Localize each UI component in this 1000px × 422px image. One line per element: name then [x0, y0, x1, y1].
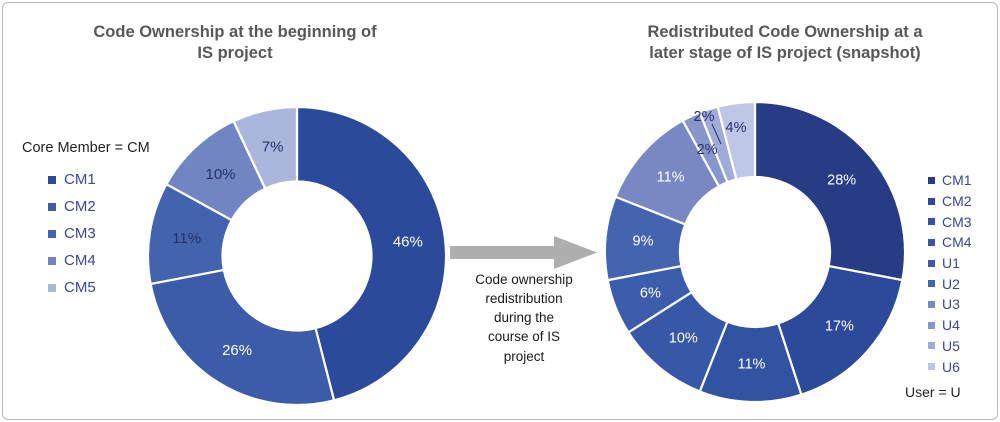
legend-item-u6: U6	[928, 356, 997, 377]
slice-data-label: 10%	[669, 331, 698, 347]
donut-chart-beginning: 46% 26% 11% 10% 7%	[146, 105, 448, 407]
donut-slice-u6	[716, 100, 757, 181]
legend-label: CM3	[942, 213, 972, 230]
legend-item-u4: U4	[928, 315, 997, 336]
right-legend-items: CM1 CM2 CM3 CM4 U1 U2 U3 U4 U5 U6	[905, 170, 997, 377]
legend-marker-icon	[928, 259, 935, 267]
slice-data-label: 4%	[726, 120, 747, 136]
legend-label: U5	[942, 337, 960, 354]
slice-data-label: 11%	[172, 230, 201, 247]
left-chart-title: Code Ownership at the beginning of IS pr…	[93, 23, 377, 63]
legend-marker-icon	[928, 300, 935, 308]
legend-marker-icon	[928, 218, 935, 226]
legend-marker-icon	[928, 176, 935, 184]
connector-caption: Code ownership redistribution during the…	[475, 272, 573, 364]
slice-data-label: 10%	[205, 166, 235, 183]
legend-label: CM2	[942, 193, 972, 210]
legend-label: CM3	[64, 225, 96, 242]
legend-item-cm4: CM4	[928, 232, 997, 253]
slice-data-label: 11%	[657, 170, 685, 186]
legend-item-u2: U2	[928, 273, 997, 294]
slice-data-label: 9%	[633, 233, 654, 249]
label-leader-line	[711, 123, 722, 145]
legend-marker-icon	[48, 229, 56, 238]
legend-marker-icon	[48, 256, 56, 265]
legend-label: U2	[942, 275, 960, 292]
legend-marker-icon	[48, 283, 56, 292]
legend-label: CM2	[64, 198, 96, 215]
slice-data-label: 17%	[825, 318, 854, 334]
right-chart-title: Redistributed Code Ownership at a later …	[647, 23, 923, 63]
left-legend-title: Core Member = CM	[22, 140, 150, 156]
legend-item-cm1: CM1	[928, 170, 997, 191]
slice-data-label: 2%	[697, 142, 718, 158]
legend-marker-icon	[928, 342, 935, 350]
legend-marker-icon	[928, 363, 935, 371]
slice-data-label: 26%	[222, 342, 252, 359]
donut-slice-cm1	[753, 100, 907, 282]
right-arrow-shape	[450, 236, 597, 269]
donut-slice-cm2	[149, 268, 336, 407]
slice-data-label: 7%	[262, 138, 284, 155]
legend-marker-icon	[928, 280, 935, 288]
donut-chart-redistributed: 28% 17% 11% 10% 6% 9% 11% 2% 2% 4%	[603, 100, 907, 404]
donut-slice-cm1	[295, 105, 448, 402]
legend-label: U1	[942, 255, 960, 272]
legend-marker-icon	[928, 321, 935, 329]
slice-data-label: 28%	[827, 172, 856, 188]
legend-item-cm3: CM3	[928, 211, 997, 232]
legend-label: CM1	[64, 171, 96, 188]
legend-item-cm4: CM4	[48, 247, 172, 274]
right-legend: CM1 CM2 CM3 CM4 U1 U2 U3 U4 U5 U6 User = U	[905, 170, 997, 400]
slice-data-label: 46%	[393, 233, 423, 250]
slice-data-label: 2%	[694, 109, 715, 125]
legend-marker-icon	[48, 202, 56, 211]
legend-item-u3: U3	[928, 294, 997, 315]
legend-item-u5: U5	[928, 336, 997, 357]
legend-marker-icon	[928, 238, 935, 246]
right-legend-footer: User = U	[905, 383, 961, 400]
legend-item-cm5: CM5	[48, 274, 172, 301]
legend-label: CM5	[64, 279, 96, 296]
legend-label: U3	[942, 296, 960, 313]
legend-item-cm3: CM3	[48, 220, 172, 247]
legend-item-cm1: CM1	[48, 166, 172, 193]
legend-item-cm2: CM2	[928, 191, 997, 212]
legend-item-u1: U1	[928, 253, 997, 274]
legend-marker-icon	[928, 197, 935, 205]
legend-label: CM4	[64, 252, 96, 269]
legend-item-cm2: CM2	[48, 193, 172, 220]
legend-marker-icon	[48, 175, 56, 184]
legend-label: CM4	[942, 234, 972, 251]
slice-data-label: 11%	[737, 356, 765, 372]
legend-label: U6	[942, 358, 960, 375]
right-arrow-icon	[450, 236, 597, 269]
slice-data-label: 6%	[640, 285, 661, 301]
donut-slice-cm5	[232, 105, 299, 190]
legend-label: CM1	[942, 172, 972, 189]
left-legend-items: CM1 CM2 CM3 CM4 CM5	[22, 166, 172, 301]
left-legend: Core Member = CM CM1 CM2 CM3 CM4 CM5	[22, 140, 172, 301]
legend-label: U4	[942, 317, 960, 334]
